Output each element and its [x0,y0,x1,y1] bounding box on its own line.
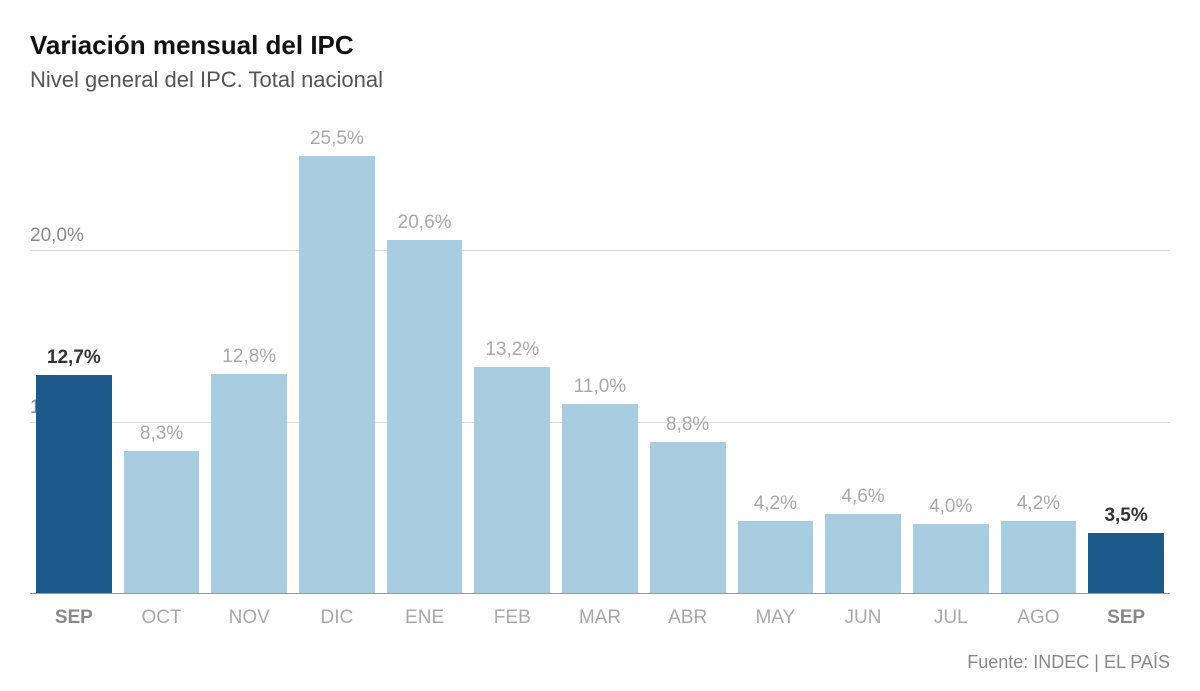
chart-source: Fuente: INDEC | EL PAÍS [967,652,1170,673]
bar-value-label: 4,2% [1017,493,1060,515]
chart-container: Variación mensual del IPC Nivel general … [0,0,1200,691]
bar-column: 13,2% [474,113,550,593]
bar [913,524,989,593]
bar-column: 4,6% [825,113,901,593]
x-axis-label: ENE [387,597,463,633]
x-axis-label: NOV [211,597,287,633]
bar-value-label: 25,5% [310,128,364,150]
bar-value-label: 3,5% [1104,505,1147,527]
bar-column: 12,8% [211,113,287,593]
bar-column: 4,2% [1001,113,1077,593]
bar-column: 8,3% [124,113,200,593]
x-axis-label: MAR [562,597,638,633]
bar [299,156,375,593]
x-axis-label: AGO [1001,597,1077,633]
bar-column: 25,5% [299,113,375,593]
bar-column: 8,8% [650,113,726,593]
bar [387,240,463,593]
bar [474,367,550,593]
x-axis-label: JUL [913,597,989,633]
bar [1001,521,1077,593]
chart-subtitle: Nivel general del IPC. Total nacional [30,67,1170,93]
bar-value-label: 13,2% [485,339,539,361]
bar [562,404,638,593]
bar-value-label: 4,0% [929,496,972,518]
x-axis-label: SEP [36,597,112,633]
bar-column: 4,2% [738,113,814,593]
x-axis-label: SEP [1088,597,1164,633]
chart-title: Variación mensual del IPC [30,30,1170,61]
x-axis-label: ABR [650,597,726,633]
bar-value-label: 8,3% [140,423,183,445]
x-axis-label: FEB [474,597,550,633]
bar-value-label: 11,0% [574,376,626,398]
chart-area: 10,020,0% 12,7%8,3%12,8%25,5%20,6%13,2%1… [30,113,1170,633]
x-axis-labels: SEP OCT NOV DIC ENE FEB MAR ABR MAY JUN JUL AGO SEP [30,597,1170,633]
bar-value-label: 12,8% [222,346,276,368]
bar [738,521,814,593]
bar [650,442,726,593]
bar-value-label: 4,6% [841,486,884,508]
bar-value-label: 8,8% [666,414,709,436]
bar-column: 20,6% [387,113,463,593]
bars-group: 12,7% 8,3% 12,8% 25,5% 20,6% 13,2% 11,0% 8,8% 4,… [30,113,1170,593]
bar-column: 3,5% [1088,113,1164,593]
x-axis-label: MAY [738,597,814,633]
x-axis-label: DIC [299,597,375,633]
bar [124,451,200,593]
bar-value-label: 12,7% [47,347,101,369]
bar [36,375,112,593]
bar-column: 11,0% [562,113,638,593]
bar [1088,533,1164,593]
baseline [30,593,1170,594]
x-axis-label: JUN [825,597,901,633]
bar [825,514,901,593]
bar-value-label: 20,6% [398,212,452,234]
x-axis-label: OCT [124,597,200,633]
bar-column: 4,0% [913,113,989,593]
bar-column: 12,7% [36,113,112,593]
bar-value-label: 4,2% [754,493,797,515]
bar [211,374,287,593]
